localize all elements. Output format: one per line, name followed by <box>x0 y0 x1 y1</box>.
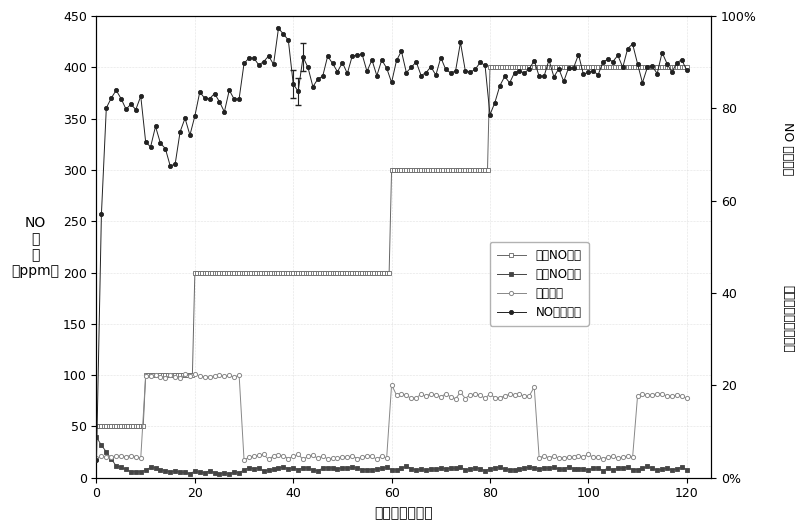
进厂NO浓度 <box>158 372 168 378</box>
Legend: 进厂NO浓度, 出厂NO浓度, 氧气体积, NO脱除效率: 进厂NO浓度, 出厂NO浓度, 氧气体积, NO脱除效率 <box>490 242 589 326</box>
Line: 出厂NO浓度: 出厂NO浓度 <box>94 435 689 476</box>
X-axis label: 运行时间（天）: 运行时间（天） <box>374 506 434 520</box>
进厂NO浓度 <box>569 64 578 71</box>
NO脱除效率 <box>682 67 691 73</box>
氧气体积 <box>92 455 102 461</box>
NO脱除效率 <box>150 123 160 130</box>
Y-axis label: NO
浓
度
（ppm）: NO 浓 度 （ppm） <box>11 216 59 278</box>
Text: NO 脱除效率: NO 脱除效率 <box>782 122 794 175</box>
Line: NO脱除效率: NO脱除效率 <box>94 26 689 461</box>
出厂NO浓度 <box>495 464 505 470</box>
氧气体积 <box>352 456 362 462</box>
出厂NO浓度 <box>682 467 691 473</box>
出厂NO浓度 <box>150 465 160 471</box>
氧气体积 <box>234 372 244 378</box>
出厂NO浓度 <box>92 434 102 440</box>
进厂NO浓度 <box>682 64 691 71</box>
进厂NO浓度 <box>315 269 325 276</box>
NO脱除效率 <box>647 63 657 70</box>
NO脱除效率 <box>92 456 102 463</box>
氧气体积 <box>239 457 249 463</box>
氧气体积 <box>500 393 510 399</box>
氧气体积 <box>682 395 691 401</box>
出厂NO浓度 <box>647 465 657 471</box>
氧气体积 <box>652 391 662 397</box>
Text: 氧气浓度（体积比）: 氧气浓度（体积比） <box>782 285 794 353</box>
进厂NO浓度 <box>92 423 102 430</box>
NO脱除效率 <box>347 53 357 59</box>
氧气体积 <box>190 371 200 378</box>
进厂NO浓度 <box>485 64 494 71</box>
出厂NO浓度 <box>225 471 234 477</box>
NO脱除效率 <box>230 96 239 102</box>
氧气体积 <box>470 391 480 397</box>
Line: 氧气体积: 氧气体积 <box>94 372 689 462</box>
NO脱除效率 <box>466 69 475 75</box>
进厂NO浓度 <box>429 167 438 173</box>
出厂NO浓度 <box>466 466 475 472</box>
NO脱除效率 <box>274 25 283 31</box>
NO脱除效率 <box>495 83 505 89</box>
出厂NO浓度 <box>234 469 244 476</box>
进厂NO浓度 <box>677 64 686 71</box>
出厂NO浓度 <box>347 464 357 470</box>
氧气体积 <box>150 372 160 378</box>
Line: 进厂NO浓度: 进厂NO浓度 <box>94 66 689 428</box>
进厂NO浓度 <box>530 64 539 71</box>
